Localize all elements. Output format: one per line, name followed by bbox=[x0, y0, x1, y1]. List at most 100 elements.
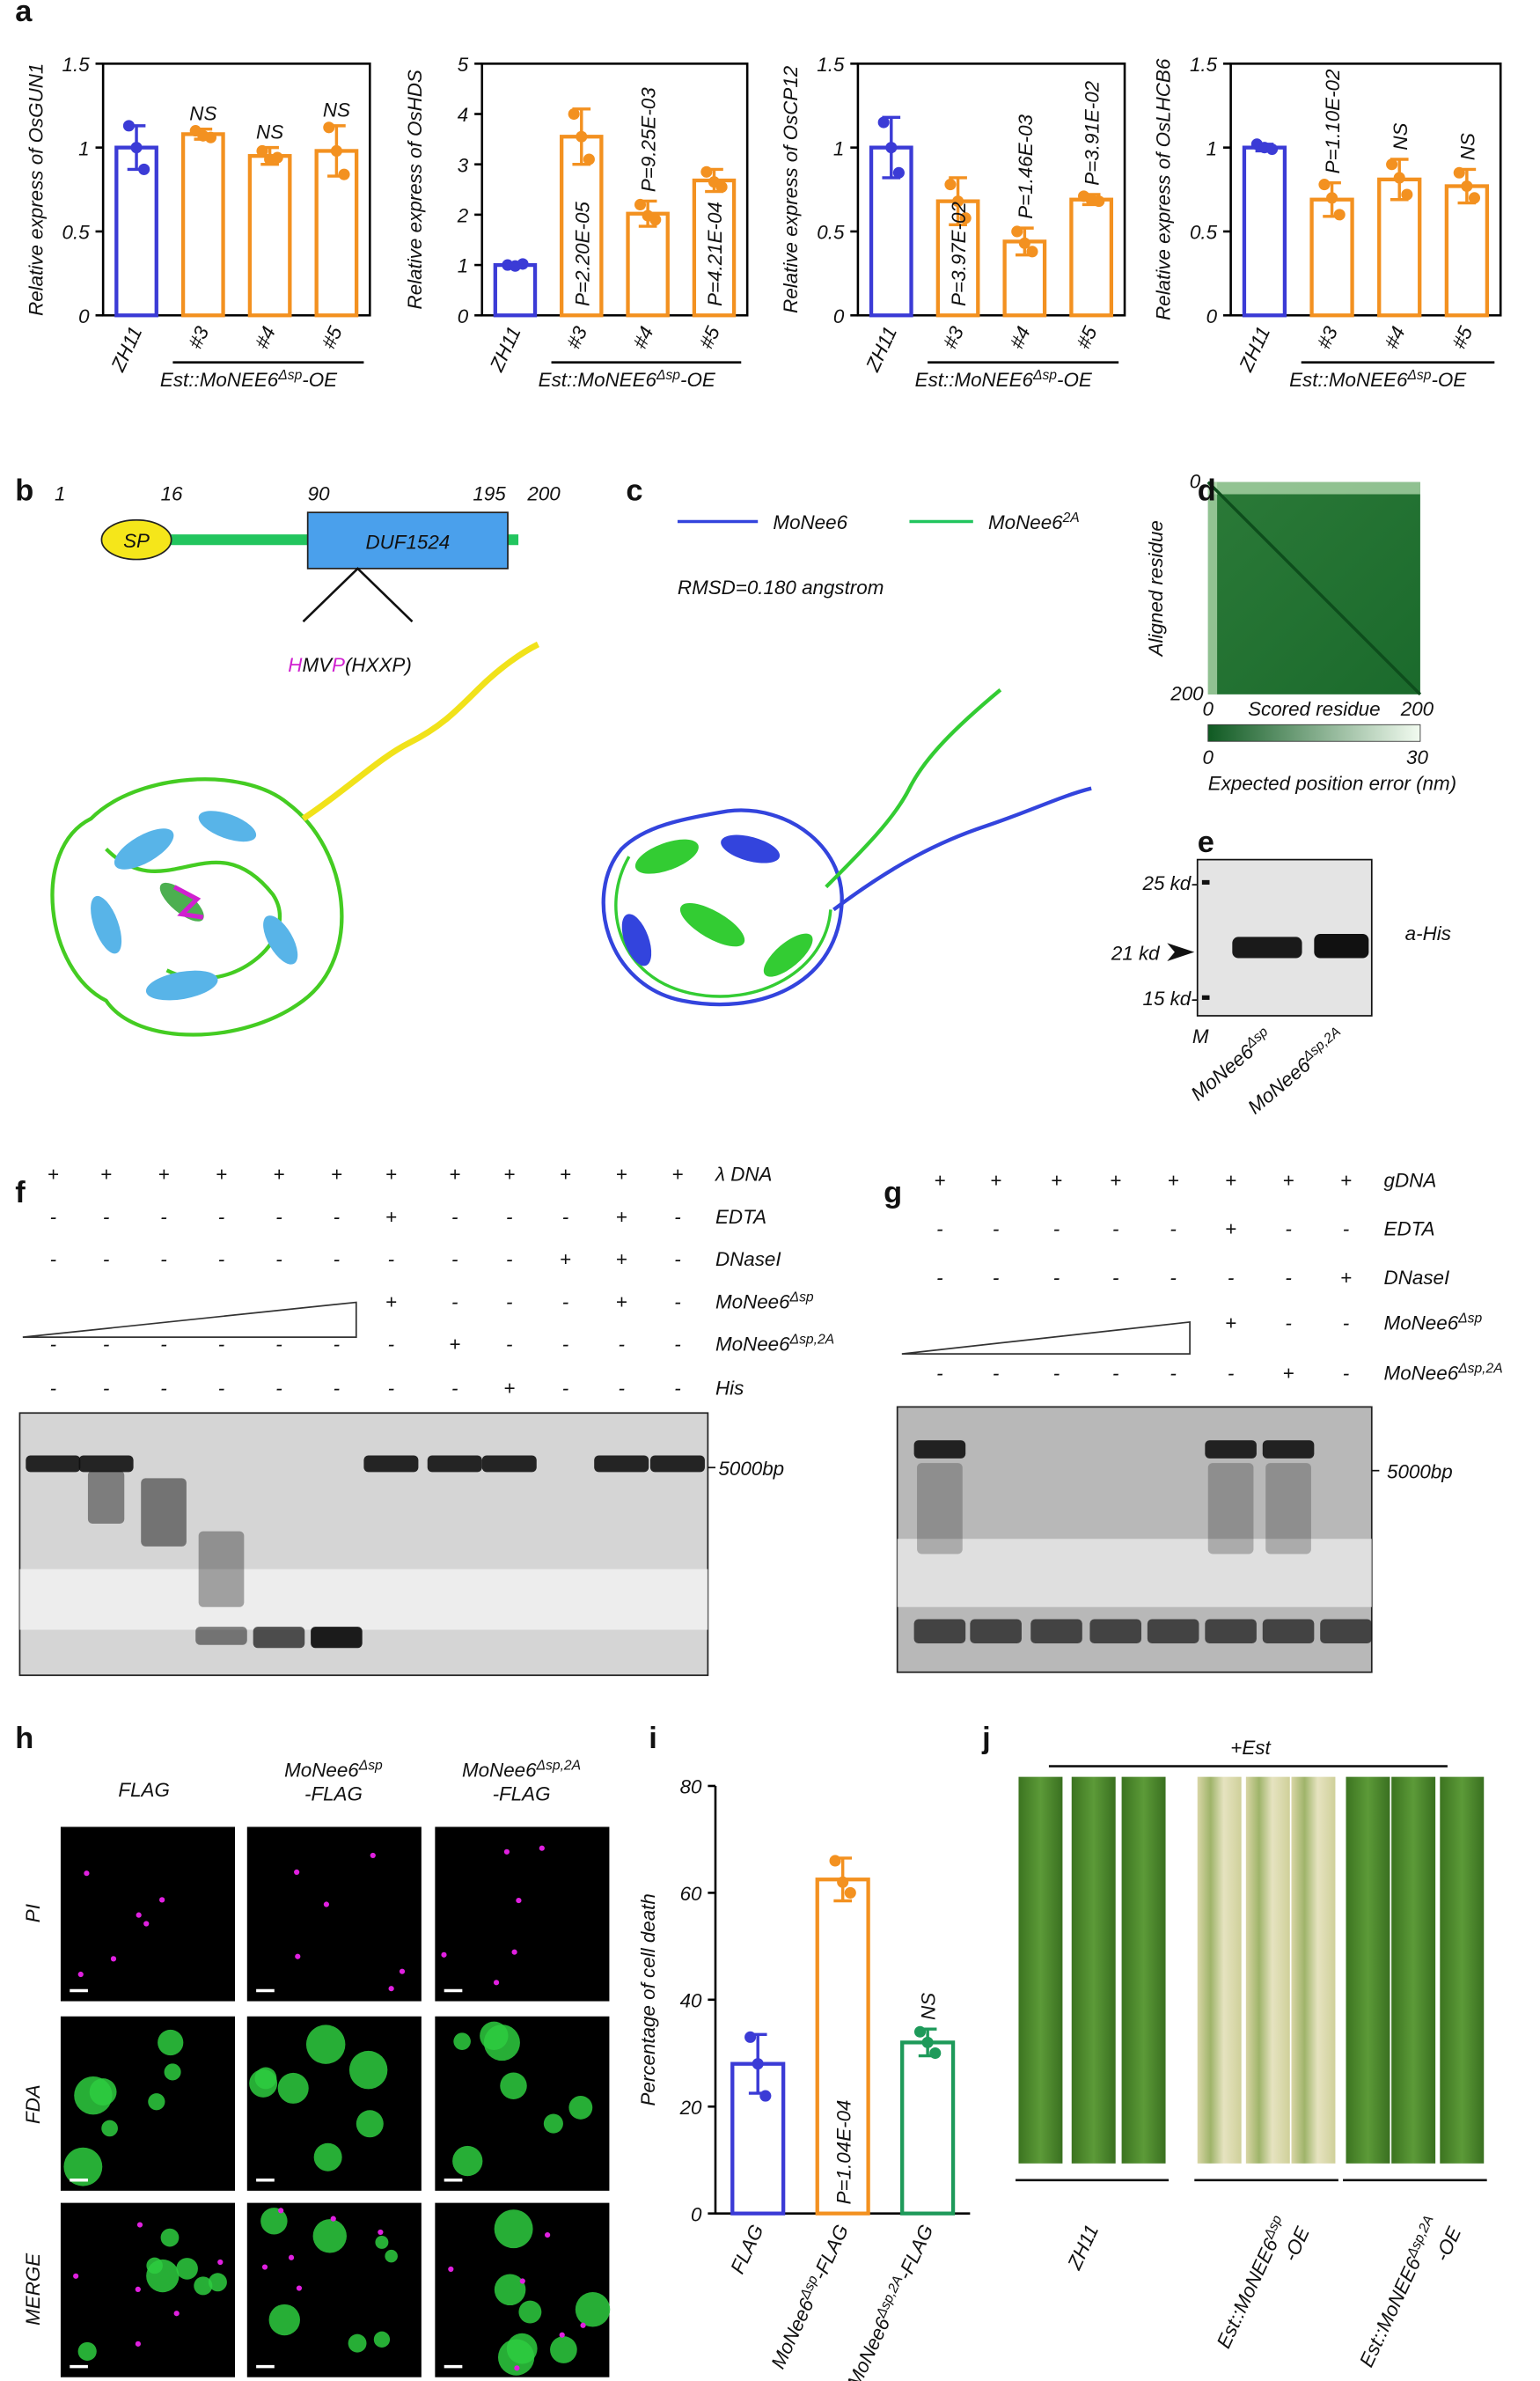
sign: + bbox=[616, 1206, 627, 1228]
row-label: λ DNA bbox=[714, 1164, 772, 1186]
sample-label-base: Est::MoNEE6 bbox=[1213, 2235, 1283, 2352]
group-label-base: Est::MoNEE6 bbox=[915, 369, 1034, 391]
colorbar-tick: 0 bbox=[1203, 746, 1214, 768]
cell bbox=[208, 2273, 227, 2292]
plot-frame bbox=[101, 62, 371, 317]
cell bbox=[277, 2072, 309, 2104]
panel-letter: d bbox=[1198, 474, 1216, 507]
gel-band bbox=[427, 1455, 482, 1473]
dead-cell bbox=[296, 2285, 303, 2291]
sign: - bbox=[275, 1334, 282, 1356]
sign: + bbox=[385, 1164, 397, 1186]
panel-letter: e bbox=[1198, 826, 1214, 859]
dead-cell bbox=[511, 1949, 517, 1955]
cell bbox=[543, 2113, 563, 2134]
sign: - bbox=[1170, 1267, 1176, 1289]
y-tick-label: 0 bbox=[691, 2203, 702, 2225]
size-marker: 5000bp bbox=[718, 1458, 784, 1480]
colorbar-tick: 30 bbox=[1406, 746, 1428, 768]
group-label: Est::MoNEE6Δsp-OE bbox=[915, 368, 1093, 392]
y-tick-label: 80 bbox=[680, 1776, 702, 1798]
sign: - bbox=[160, 1206, 166, 1228]
y-axis-label: Percentage of cell death bbox=[637, 1893, 659, 2105]
bar bbox=[1242, 145, 1287, 318]
column-header-suffix: -FLAG bbox=[304, 1783, 363, 1805]
gel-band bbox=[917, 1463, 963, 1554]
sample-label: ZH11 bbox=[1063, 2221, 1104, 2274]
row-label-base: MoNee6 bbox=[1384, 1362, 1459, 1384]
sign: - bbox=[218, 1334, 224, 1356]
sample-label-base: Est::MoNEE6 bbox=[1355, 2253, 1426, 2370]
dead-cell bbox=[493, 1980, 500, 1986]
sign: - bbox=[936, 1362, 942, 1384]
sign: + bbox=[616, 1164, 627, 1186]
x-tick-label: #3 bbox=[1313, 323, 1342, 353]
sign: - bbox=[993, 1267, 999, 1289]
sign: + bbox=[616, 1290, 627, 1312]
bar bbox=[1069, 197, 1114, 318]
x-tick-label: #5 bbox=[318, 323, 347, 353]
sign: - bbox=[562, 1206, 568, 1228]
signal-peptide bbox=[100, 518, 172, 561]
x-tick-label-suffix: -FLAG bbox=[809, 2221, 854, 2282]
dead-cell bbox=[388, 1986, 394, 1992]
legend-label: MoNee62A bbox=[988, 511, 1080, 534]
gel-band bbox=[363, 1455, 419, 1473]
sign: - bbox=[160, 1248, 166, 1270]
helix bbox=[621, 914, 652, 966]
significance-label: P=1.10E-02 bbox=[1322, 69, 1344, 173]
data-point bbox=[330, 144, 342, 158]
sign: - bbox=[506, 1334, 512, 1356]
group-label-sup: Δsp bbox=[656, 368, 680, 383]
significance-label: P=3.91E-02 bbox=[1082, 80, 1104, 185]
dead-cell bbox=[159, 1897, 165, 1903]
cell bbox=[249, 2069, 278, 2098]
gel-band bbox=[1147, 1619, 1199, 1644]
bar bbox=[560, 135, 604, 318]
gel-band bbox=[195, 1627, 247, 1645]
x-tick-label: #3 bbox=[184, 323, 213, 353]
dead-cell bbox=[294, 1869, 300, 1875]
sign: + bbox=[560, 1248, 571, 1270]
cell bbox=[148, 2093, 165, 2111]
dead-cell bbox=[330, 2216, 336, 2222]
cell bbox=[453, 2032, 471, 2050]
data-point bbox=[256, 144, 268, 158]
colorbar bbox=[1207, 724, 1421, 742]
gel-band bbox=[1207, 1463, 1254, 1554]
group-label: Est::MoNEE6Δsp-OE bbox=[539, 368, 716, 392]
column-header-sup: Δsp bbox=[358, 1758, 383, 1773]
leaf bbox=[1440, 1776, 1485, 2164]
sign: - bbox=[50, 1206, 56, 1228]
cell bbox=[480, 2021, 509, 2051]
row-label-sup: Δsp,2A bbox=[789, 1332, 835, 1347]
data-point bbox=[323, 121, 335, 134]
cell bbox=[305, 2025, 346, 2064]
x-tick-label-base: MoNee6 bbox=[766, 2295, 818, 2372]
gel-band bbox=[1262, 1440, 1315, 1459]
data-point bbox=[576, 130, 588, 143]
column-header-suffix: -FLAG bbox=[493, 1783, 551, 1805]
y-tick-label: 0 bbox=[1206, 305, 1218, 327]
sign: + bbox=[449, 1334, 460, 1356]
data-point bbox=[122, 120, 135, 132]
gel-band bbox=[970, 1619, 1022, 1644]
row-label: MERGE bbox=[22, 2252, 44, 2326]
dead-cell bbox=[516, 1897, 522, 1904]
y-tick-label: 0 bbox=[458, 305, 469, 327]
data-point bbox=[1026, 246, 1038, 258]
bar bbox=[180, 132, 225, 318]
row-label: FDA bbox=[22, 2084, 44, 2124]
row-label: DNaseI bbox=[1384, 1267, 1450, 1289]
marker-label: 15 kd- bbox=[1143, 988, 1198, 1010]
dead-cell bbox=[378, 2229, 384, 2236]
sign: - bbox=[451, 1378, 458, 1400]
cell bbox=[348, 2050, 388, 2090]
sign: - bbox=[936, 1218, 942, 1240]
cell bbox=[158, 2029, 184, 2056]
data-point bbox=[1393, 172, 1405, 184]
coil bbox=[50, 777, 344, 1037]
sign: - bbox=[1112, 1362, 1118, 1384]
leaf bbox=[1018, 1776, 1063, 2164]
protein-structure-b bbox=[50, 641, 540, 1037]
